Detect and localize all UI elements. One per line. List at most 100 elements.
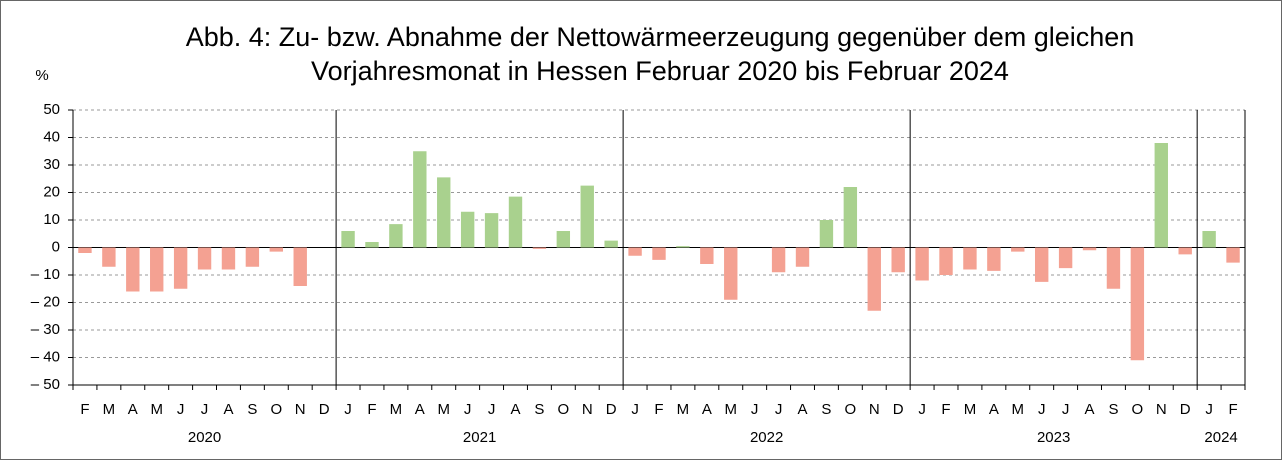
year-label: 2020 <box>188 429 221 446</box>
bar <box>963 247 977 270</box>
x-tick-label: M <box>1012 401 1025 418</box>
year-label: 2022 <box>750 429 783 446</box>
x-tick-label: J <box>344 401 352 418</box>
bar <box>293 247 307 286</box>
bar <box>891 247 905 273</box>
bar <box>102 247 116 267</box>
bar <box>556 231 571 248</box>
x-tick-label: J <box>1038 401 1046 418</box>
bar <box>1202 231 1216 248</box>
bar <box>604 240 618 248</box>
bar <box>795 247 810 267</box>
x-tick-label: O <box>557 401 569 418</box>
bar <box>508 196 523 248</box>
bar <box>700 247 714 264</box>
x-tick-label: F <box>1228 401 1237 418</box>
x-tick-label: A <box>510 401 520 418</box>
bar <box>1226 247 1240 263</box>
bar <box>413 151 427 248</box>
x-tick-label: F <box>367 401 376 418</box>
bar <box>1082 247 1097 251</box>
bar <box>867 247 881 311</box>
bar <box>389 224 403 248</box>
x-tick-label: F <box>654 401 663 418</box>
y-tick-label: 50 <box>43 101 60 118</box>
x-tick-label: J <box>201 401 209 418</box>
x-tick-label: D <box>606 401 617 418</box>
x-tick-label: J <box>775 401 783 418</box>
x-tick-label: O <box>270 401 282 418</box>
x-tick-label: J <box>177 401 185 418</box>
bar <box>126 247 140 292</box>
bar <box>484 213 499 248</box>
x-tick-label: N <box>582 401 593 418</box>
bar <box>221 247 236 270</box>
y-tick-label: 20 <box>43 183 60 200</box>
x-tick-label: J <box>1205 401 1213 418</box>
bar <box>652 247 666 260</box>
bar <box>197 247 212 270</box>
y-axis-label: % <box>35 67 48 84</box>
x-tick-label: M <box>725 401 738 418</box>
bar <box>437 177 451 248</box>
x-tick-label: F <box>941 401 950 418</box>
x-tick-label: J <box>751 401 759 418</box>
bar <box>78 247 92 253</box>
x-tick-label: A <box>415 401 425 418</box>
y-tick-label: 30 <box>43 156 60 173</box>
bar <box>676 246 690 248</box>
bar <box>1011 247 1025 252</box>
y-tick-label: 10 <box>43 211 60 228</box>
bar <box>987 247 1001 271</box>
bar <box>532 247 547 249</box>
chart-title: Vorjahresmonat in Hessen Februar 2020 bi… <box>311 56 1009 86</box>
x-tick-label: D <box>319 401 330 418</box>
bar <box>1034 247 1049 282</box>
bar <box>843 187 858 248</box>
bar <box>269 247 284 252</box>
bar <box>1154 143 1168 248</box>
x-tick-label: M <box>677 401 690 418</box>
x-tick-label: A <box>989 401 999 418</box>
x-tick-label: M <box>964 401 977 418</box>
x-tick-label: S <box>247 401 257 418</box>
x-tick-label: O <box>1132 401 1144 418</box>
x-tick-label: A <box>1085 401 1095 418</box>
y-tick-label: – 10 <box>31 266 60 283</box>
bar <box>819 220 834 248</box>
year-label: 2023 <box>1037 429 1070 446</box>
bar <box>580 185 594 248</box>
x-tick-label: S <box>534 401 544 418</box>
bar <box>939 247 953 275</box>
bar <box>1130 247 1145 361</box>
bar <box>245 247 260 267</box>
x-tick-label: M <box>103 401 116 418</box>
x-tick-label: J <box>631 401 639 418</box>
x-tick-label: S <box>1108 401 1118 418</box>
bar <box>724 247 738 300</box>
chart-title: Abb. 4: Zu- bzw. Abnahme der Nettowärmee… <box>186 22 1135 52</box>
x-tick-label: N <box>1156 401 1167 418</box>
x-tick-label: D <box>1180 401 1191 418</box>
bar <box>1058 247 1073 269</box>
x-tick-label: M <box>150 401 163 418</box>
bar <box>150 247 164 292</box>
y-tick-label: – 40 <box>31 348 60 365</box>
y-tick-label: – 50 <box>31 376 60 393</box>
x-tick-label: D <box>893 401 904 418</box>
x-tick-label: J <box>918 401 926 418</box>
x-tick-label: A <box>128 401 138 418</box>
x-tick-label: S <box>821 401 831 418</box>
y-tick-label: 0 <box>52 238 60 255</box>
x-tick-label: J <box>488 401 496 418</box>
x-tick-label: M <box>437 401 450 418</box>
bar <box>365 242 379 248</box>
bar <box>341 231 355 248</box>
bar <box>1106 247 1121 289</box>
year-label: 2021 <box>463 429 496 446</box>
x-tick-label: J <box>1062 401 1070 418</box>
y-tick-label: – 20 <box>31 293 60 310</box>
x-tick-label: F <box>80 401 89 418</box>
